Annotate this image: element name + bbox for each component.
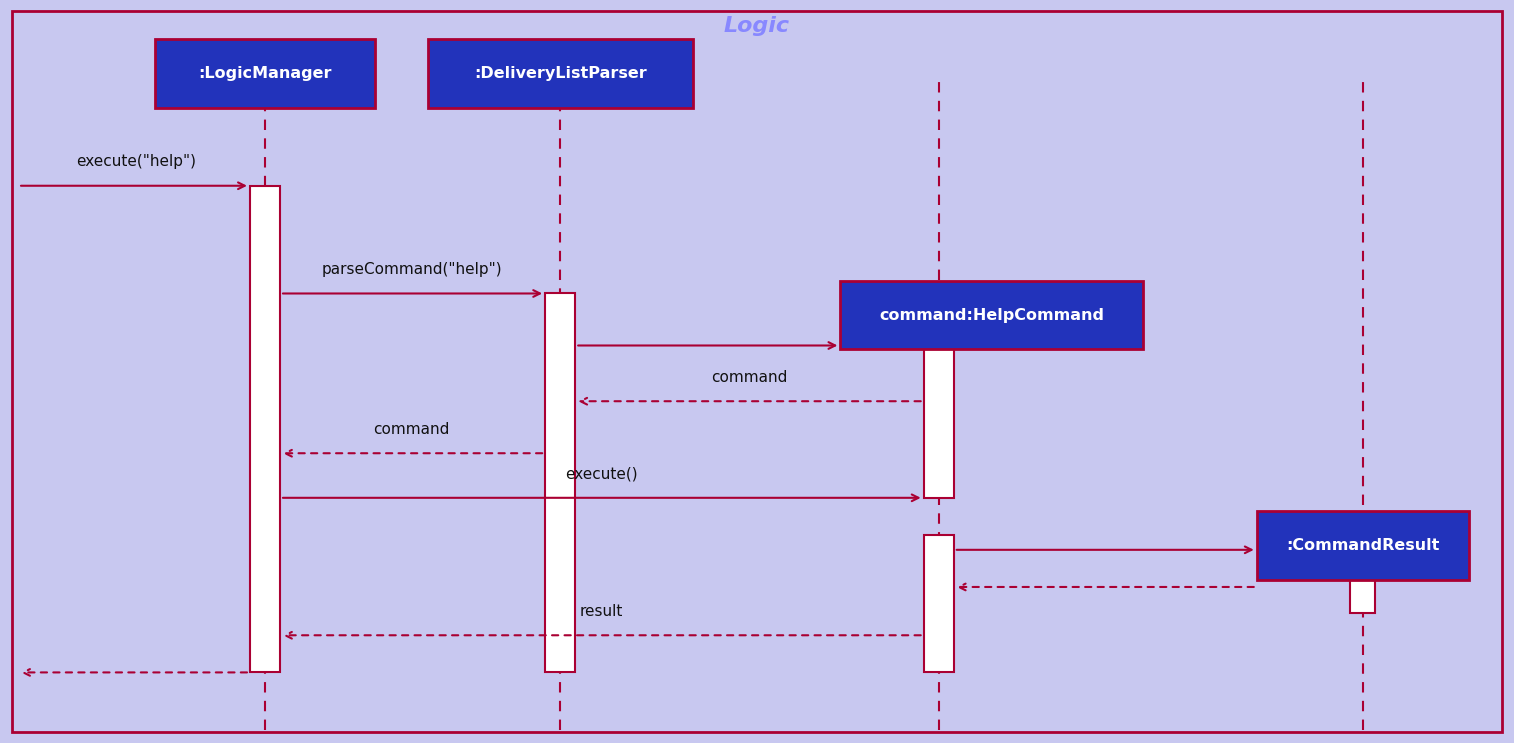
Bar bbox=[924, 349, 954, 498]
Text: :CommandResult: :CommandResult bbox=[1285, 538, 1440, 553]
Text: command: command bbox=[712, 370, 787, 385]
Text: command:HelpCommand: command:HelpCommand bbox=[880, 308, 1104, 322]
Text: execute(): execute() bbox=[565, 467, 637, 481]
Bar bbox=[427, 39, 692, 108]
Bar bbox=[1350, 554, 1375, 613]
Text: command: command bbox=[374, 422, 450, 437]
Text: Logic: Logic bbox=[724, 16, 790, 36]
Bar bbox=[545, 293, 575, 672]
Text: parseCommand("help"): parseCommand("help") bbox=[321, 262, 503, 277]
Text: :DeliveryListParser: :DeliveryListParser bbox=[474, 66, 646, 81]
Bar bbox=[1257, 511, 1469, 580]
Bar bbox=[840, 281, 1143, 349]
Text: :LogicManager: :LogicManager bbox=[198, 66, 332, 81]
Bar bbox=[924, 535, 954, 672]
Text: result: result bbox=[580, 604, 622, 619]
Bar bbox=[250, 186, 280, 672]
Text: execute("help"): execute("help") bbox=[76, 155, 197, 169]
Bar bbox=[156, 39, 375, 108]
